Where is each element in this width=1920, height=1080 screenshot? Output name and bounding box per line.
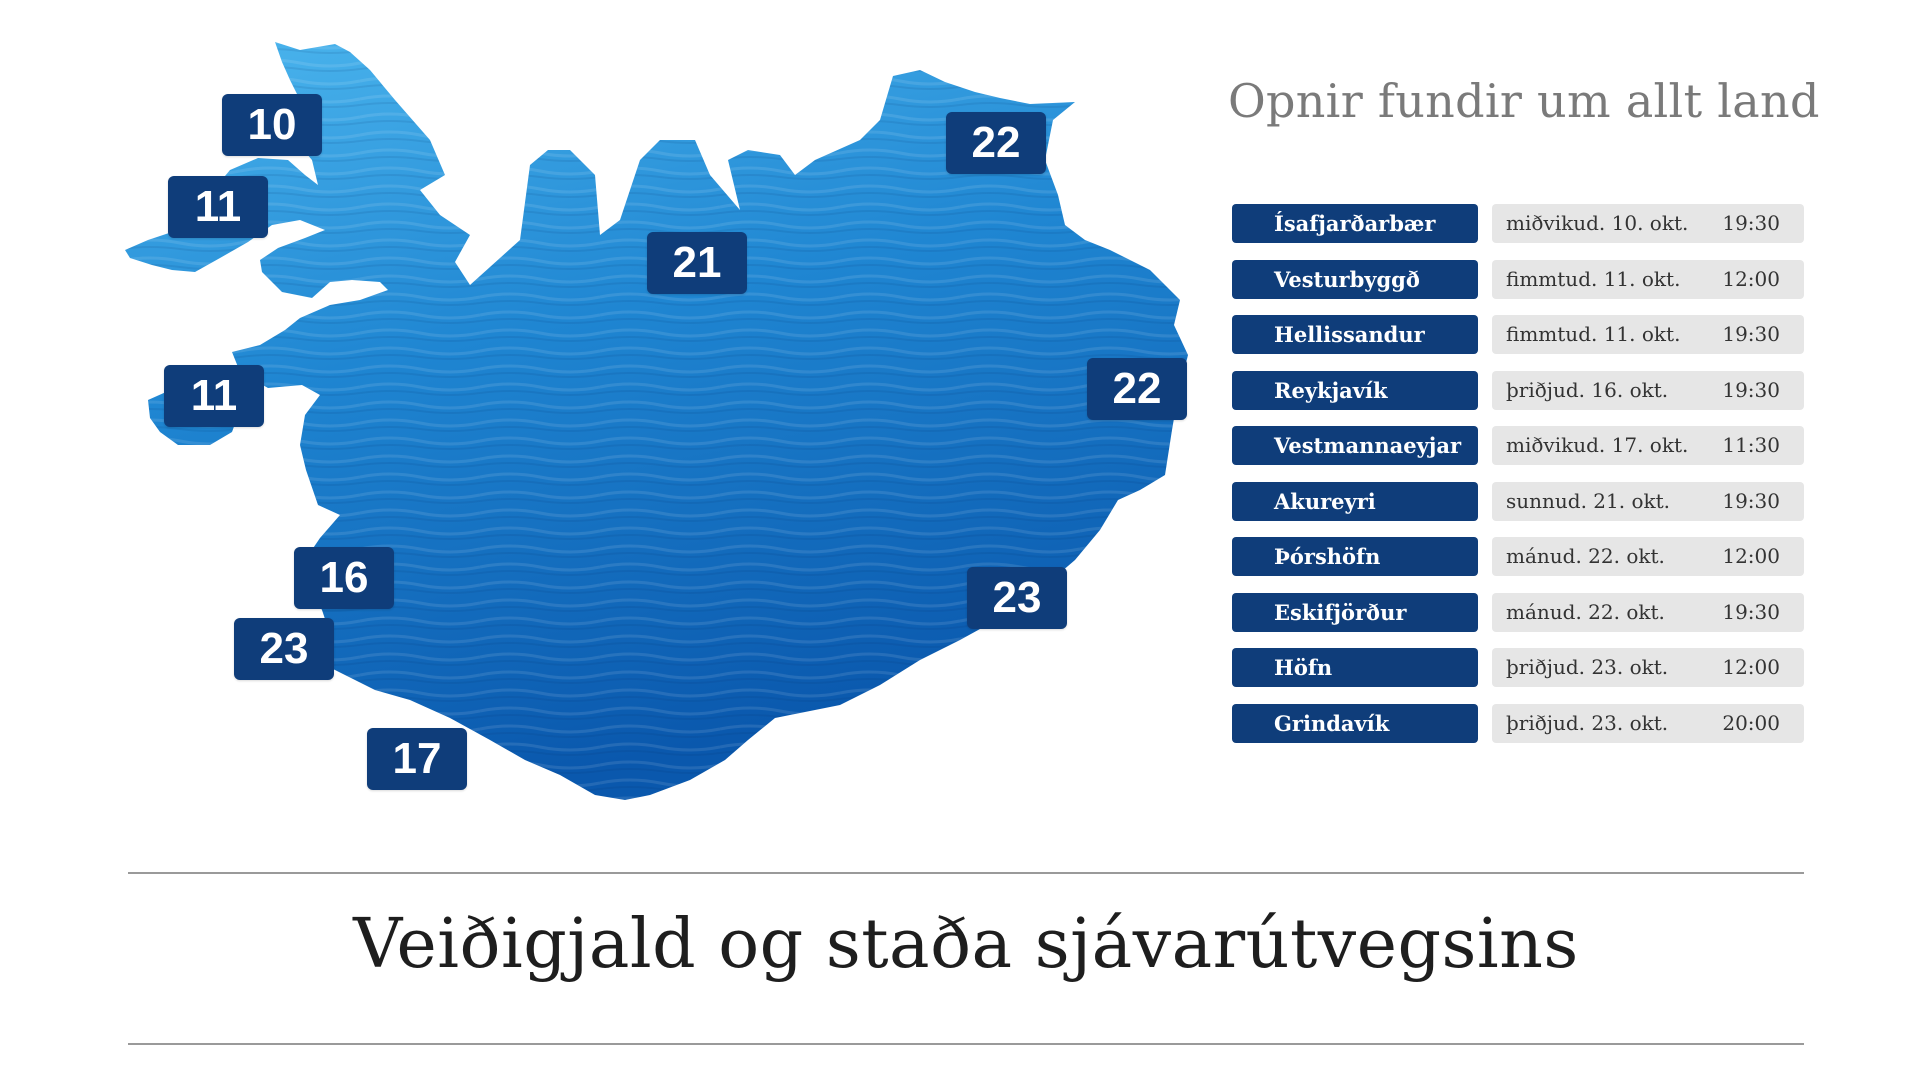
- place-label: Ísafjarðarbær: [1232, 204, 1478, 243]
- meeting-time: 11:30: [1722, 433, 1780, 457]
- schedule-row: Akureyri sunnud. 21. okt. 19:30: [1232, 481, 1804, 521]
- meeting-time: 19:30: [1722, 377, 1780, 402]
- meeting-time: 12:00: [1722, 266, 1780, 291]
- schedule-row: Ísafjarðarbær miðvikud. 10. okt. 19:30: [1232, 204, 1804, 243]
- place-label: Þórshöfn: [1232, 537, 1478, 576]
- meeting-date: þriðjud. 23. okt.: [1506, 710, 1669, 735]
- date-time-cell: fimmtud. 11. okt. 19:30: [1492, 315, 1804, 354]
- schedule-heading: Opnir fundir um allt land: [1228, 74, 1820, 128]
- schedule-row: Þórshöfn mánud. 22. okt. 12:00: [1232, 537, 1804, 576]
- place-label: Eskifjörður: [1232, 592, 1478, 632]
- map-badge: 11: [164, 365, 264, 427]
- place-label: Akureyri: [1232, 481, 1478, 521]
- date-time-cell: þriðjud. 23. okt. 12:00: [1492, 648, 1804, 687]
- meeting-time: 12:00: [1722, 655, 1780, 679]
- meeting-time: 19:30: [1722, 322, 1780, 346]
- map-badge: 21: [647, 232, 747, 294]
- meeting-date: sunnud. 21. okt.: [1506, 488, 1671, 513]
- meeting-time: 20:00: [1722, 710, 1780, 735]
- place-label: Vestmannaeyjar: [1232, 426, 1478, 465]
- schedule-row: Grindavík þriðjud. 23. okt. 20:00: [1232, 703, 1804, 743]
- page-title: Veiðigjald og staða sjávarútvegsins: [353, 905, 1579, 984]
- schedule-row: Hellissandur fimmtud. 11. okt. 19:30: [1232, 315, 1804, 354]
- map-badge: 22: [946, 112, 1046, 174]
- schedule-row: Vestmannaeyjar miðvikud. 17. okt. 11:30: [1232, 426, 1804, 465]
- schedule-row: Eskifjörður mánud. 22. okt. 19:30: [1232, 592, 1804, 632]
- meeting-time: 19:30: [1722, 488, 1780, 513]
- date-time-cell: miðvikud. 17. okt. 11:30: [1492, 426, 1804, 465]
- place-label: Reykjavík: [1232, 370, 1478, 410]
- meeting-date: fimmtud. 11. okt.: [1506, 322, 1681, 346]
- map-badge: 16: [294, 547, 394, 609]
- date-time-cell: fimmtud. 11. okt. 12:00: [1492, 259, 1804, 299]
- map-badge: 17: [367, 728, 467, 790]
- iceland-map: 10 11 11 16 23 17 21 22 22 23: [0, 0, 1200, 820]
- divider-bottom: [128, 1043, 1804, 1045]
- date-time-cell: mánud. 22. okt. 12:00: [1492, 537, 1804, 576]
- date-time-cell: þriðjud. 16. okt. 19:30: [1492, 370, 1804, 410]
- meeting-date: fimmtud. 11. okt.: [1506, 266, 1681, 291]
- map-badge: 11: [168, 176, 268, 238]
- place-label: Höfn: [1232, 648, 1478, 687]
- place-label: Vesturbyggð: [1232, 259, 1478, 299]
- map-badge: 10: [222, 94, 322, 156]
- map-badge: 23: [234, 618, 334, 680]
- meeting-date: miðvikud. 17. okt.: [1506, 433, 1689, 457]
- meeting-time: 19:30: [1722, 211, 1780, 235]
- date-time-cell: miðvikud. 10. okt. 19:30: [1492, 204, 1804, 243]
- meeting-date: mánud. 22. okt.: [1506, 544, 1665, 568]
- schedule-row: Vesturbyggð fimmtud. 11. okt. 12:00: [1232, 259, 1804, 299]
- map-badge: 23: [967, 567, 1067, 629]
- iceland-map-shape: [125, 42, 1188, 800]
- place-label: Hellissandur: [1232, 315, 1478, 354]
- date-time-cell: mánud. 22. okt. 19:30: [1492, 592, 1804, 632]
- meeting-date: miðvikud. 10. okt.: [1506, 211, 1689, 235]
- schedule-row: Höfn þriðjud. 23. okt. 12:00: [1232, 648, 1804, 687]
- map-badge: 22: [1087, 358, 1187, 420]
- meeting-schedule: Ísafjarðarbær miðvikud. 10. okt. 19:30 V…: [1232, 204, 1804, 759]
- date-time-cell: sunnud. 21. okt. 19:30: [1492, 481, 1804, 521]
- meeting-date: mánud. 22. okt.: [1506, 599, 1665, 624]
- schedule-row: Reykjavík þriðjud. 16. okt. 19:30: [1232, 370, 1804, 410]
- meeting-time: 12:00: [1722, 544, 1780, 568]
- place-label: Grindavík: [1232, 703, 1478, 743]
- divider-top: [128, 872, 1804, 874]
- meeting-date: þriðjud. 23. okt.: [1506, 655, 1669, 679]
- date-time-cell: þriðjud. 23. okt. 20:00: [1492, 703, 1804, 743]
- meeting-time: 19:30: [1722, 599, 1780, 624]
- meeting-date: þriðjud. 16. okt.: [1506, 377, 1669, 402]
